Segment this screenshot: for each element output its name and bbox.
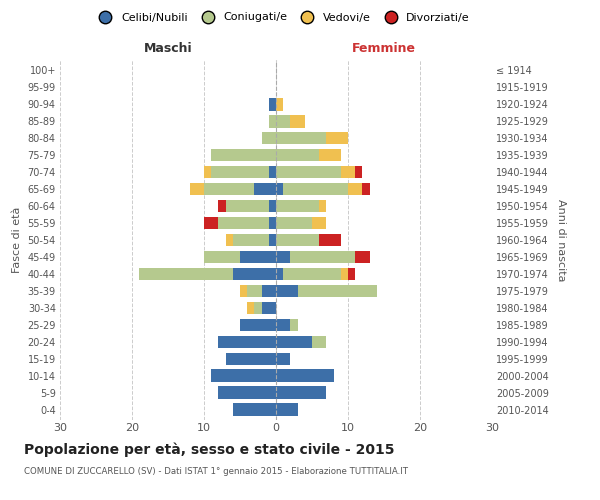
Bar [211, 370, 276, 382]
Bar [276, 182, 283, 196]
Bar [355, 166, 362, 178]
Bar [247, 284, 262, 298]
Text: Maschi: Maschi [143, 42, 193, 55]
Bar [276, 386, 326, 399]
Bar [348, 182, 362, 196]
Bar [276, 370, 334, 382]
Bar [233, 234, 269, 246]
Bar [204, 250, 240, 264]
Bar [204, 166, 211, 178]
Bar [276, 404, 298, 416]
Bar [276, 98, 283, 110]
Bar [233, 404, 276, 416]
Bar [319, 148, 341, 162]
Bar [362, 182, 370, 196]
Bar [269, 200, 276, 212]
Bar [139, 268, 233, 280]
Bar [276, 132, 326, 144]
Bar [254, 182, 276, 196]
Bar [240, 250, 276, 264]
Bar [283, 182, 348, 196]
Bar [254, 302, 262, 314]
Bar [298, 284, 377, 298]
Bar [233, 268, 276, 280]
Bar [319, 234, 341, 246]
Bar [312, 216, 326, 230]
Bar [269, 166, 276, 178]
Bar [276, 216, 312, 230]
Bar [276, 268, 283, 280]
Bar [276, 166, 341, 178]
Bar [276, 336, 312, 348]
Bar [204, 216, 218, 230]
Bar [240, 284, 247, 298]
Bar [247, 302, 254, 314]
Bar [262, 132, 276, 144]
Bar [276, 250, 290, 264]
Bar [226, 234, 233, 246]
Bar [355, 250, 370, 264]
Text: Popolazione per età, sesso e stato civile - 2015: Popolazione per età, sesso e stato civil… [24, 442, 395, 457]
Bar [269, 234, 276, 246]
Bar [240, 318, 276, 332]
Bar [226, 200, 269, 212]
Bar [269, 216, 276, 230]
Bar [348, 268, 355, 280]
Bar [276, 200, 319, 212]
Bar [290, 115, 305, 128]
Bar [319, 200, 326, 212]
Text: Femmine: Femmine [352, 42, 416, 55]
Bar [269, 115, 276, 128]
Bar [190, 182, 204, 196]
Bar [276, 284, 298, 298]
Bar [262, 302, 276, 314]
Bar [276, 352, 290, 365]
Bar [290, 250, 355, 264]
Bar [218, 386, 276, 399]
Bar [218, 200, 226, 212]
Y-axis label: Anni di nascita: Anni di nascita [556, 198, 566, 281]
Bar [341, 166, 355, 178]
Bar [218, 336, 276, 348]
Bar [341, 268, 348, 280]
Bar [211, 166, 269, 178]
Bar [276, 148, 319, 162]
Bar [269, 98, 276, 110]
Bar [204, 182, 254, 196]
Y-axis label: Fasce di età: Fasce di età [12, 207, 22, 273]
Bar [290, 318, 298, 332]
Legend: Celibi/Nubili, Coniugati/e, Vedovi/e, Divorziati/e: Celibi/Nubili, Coniugati/e, Vedovi/e, Di… [90, 8, 474, 27]
Bar [226, 352, 276, 365]
Bar [326, 132, 348, 144]
Bar [218, 216, 269, 230]
Bar [262, 284, 276, 298]
Bar [276, 115, 290, 128]
Bar [276, 318, 290, 332]
Bar [211, 148, 276, 162]
Bar [283, 268, 341, 280]
Bar [276, 234, 319, 246]
Bar [312, 336, 326, 348]
Text: COMUNE DI ZUCCARELLO (SV) - Dati ISTAT 1° gennaio 2015 - Elaborazione TUTTITALIA: COMUNE DI ZUCCARELLO (SV) - Dati ISTAT 1… [24, 468, 408, 476]
